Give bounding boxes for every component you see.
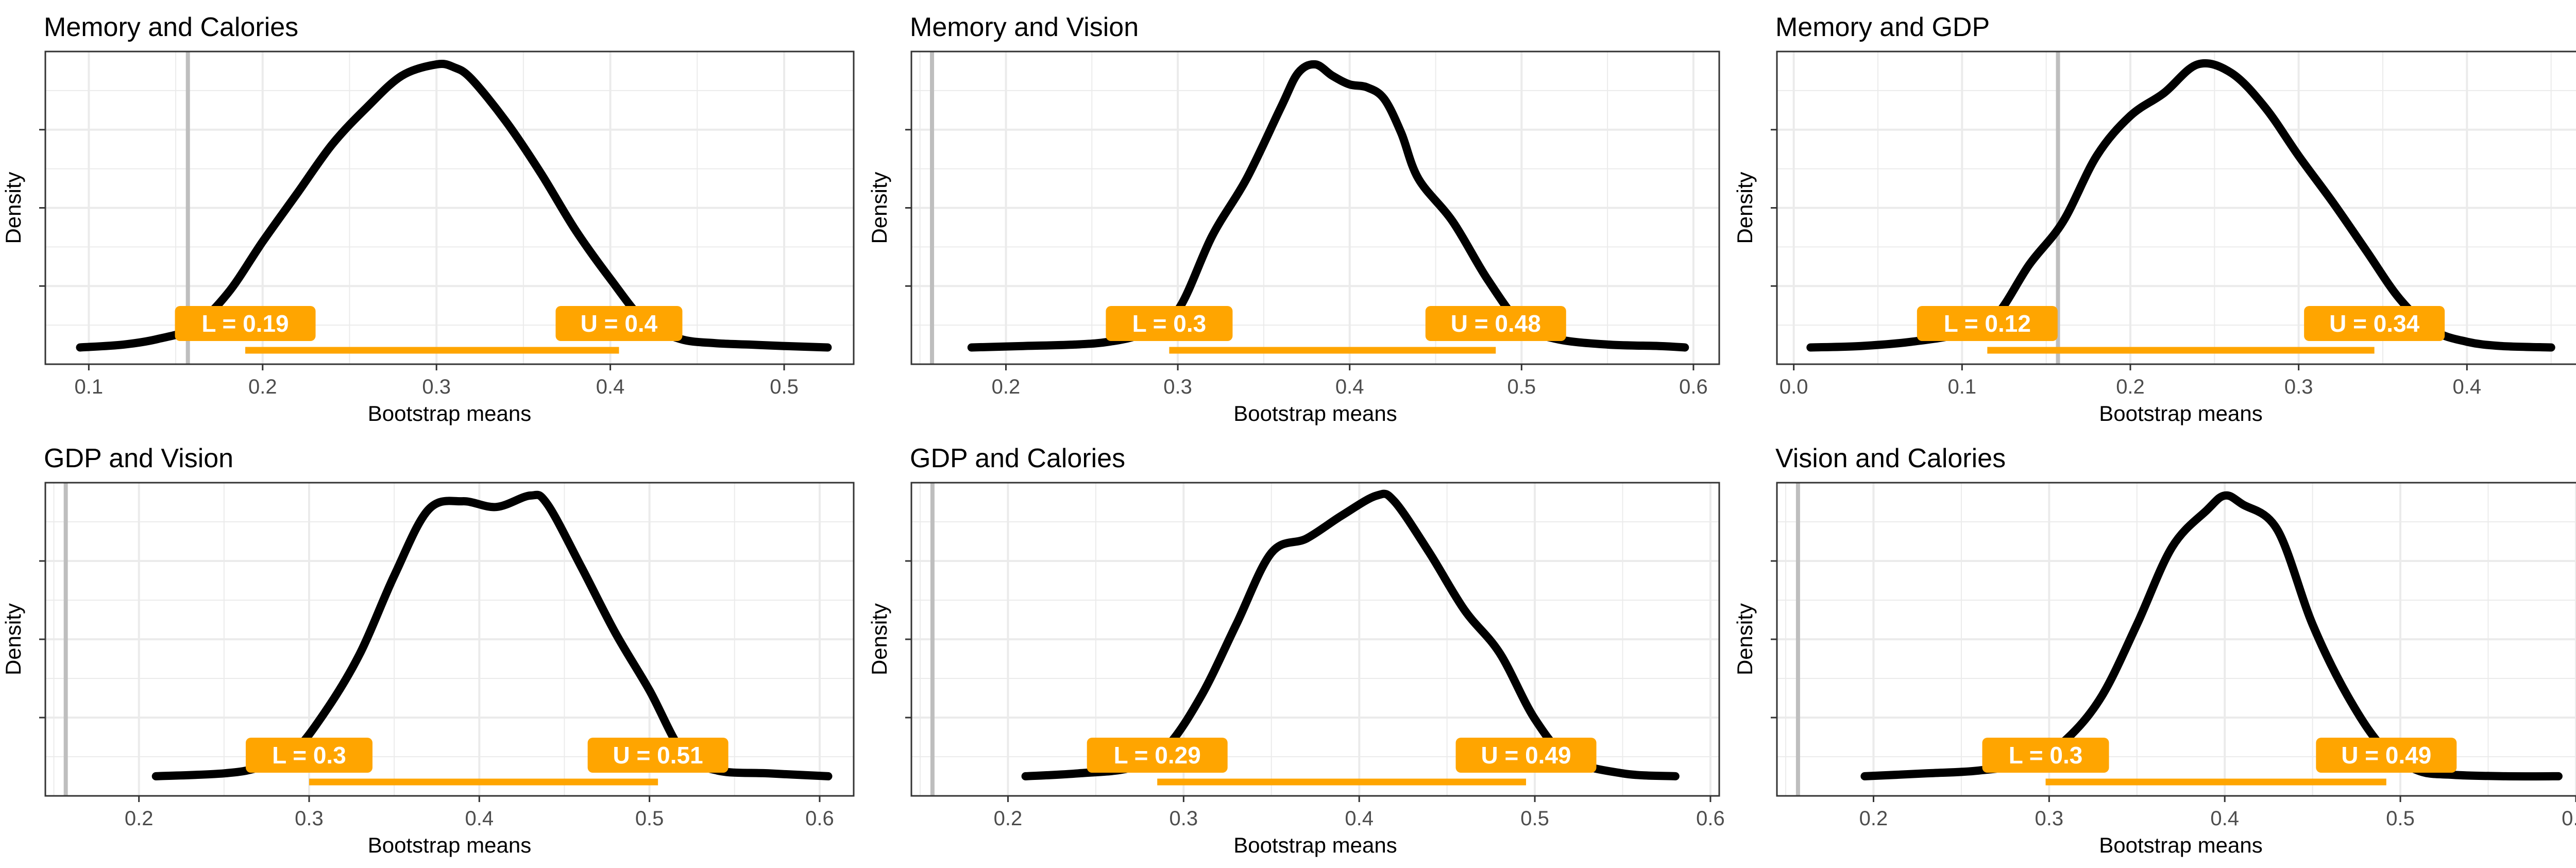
ci-upper-label: U = 0.4 xyxy=(555,306,683,341)
ci-upper-label: U = 0.51 xyxy=(587,738,728,773)
x-tick-label: 0.2 xyxy=(1859,807,1888,830)
x-tick-label: 0.5 xyxy=(770,376,799,398)
x-tick-label: 0.3 xyxy=(1170,807,1198,830)
ci-upper-label: U = 0.49 xyxy=(2316,738,2457,773)
panel-4: GDP and Vision L = 0.3 U = 0.51 0.2 0.3 0.4 0.… xyxy=(1,444,855,857)
x-tick-label: 0.0 xyxy=(1780,376,1808,398)
x-tick-label: 0.2 xyxy=(992,376,1021,398)
ci-lower-label-text: L = 0.12 xyxy=(1944,310,2031,337)
x-tick-label: 0.2 xyxy=(2116,376,2145,398)
x-tick-label: 0.1 xyxy=(1948,376,1977,398)
x-tick-label: 0.4 xyxy=(465,807,494,830)
panel-6: Vision and Calories L = 0.3 U = 0.49 0.2 0.3… xyxy=(1733,444,2576,857)
ci-lower-label-box xyxy=(245,738,372,773)
x-axis-label: Bootstrap means xyxy=(368,401,532,426)
panel-1: Memory and Calories L = 0.19 U = 0.4 0.1 0.2… xyxy=(1,12,855,426)
ci-lower-label-box xyxy=(175,306,316,341)
x-tick-label: 0.6 xyxy=(805,807,834,830)
y-axis-label: Density xyxy=(1,172,25,244)
x-tick-label: 0.5 xyxy=(2386,807,2415,830)
ci-upper-label-box xyxy=(2304,306,2445,341)
x-tick-label: 0.4 xyxy=(2453,376,2482,398)
x-tick-label: 0.6 xyxy=(1679,376,1708,398)
x-tick-label: 0.4 xyxy=(2210,807,2239,830)
x-tick-label: 0.3 xyxy=(1163,376,1192,398)
ci-upper-label-box xyxy=(1455,738,1597,773)
x-tick-label: 0.2 xyxy=(994,807,1023,830)
x-tick-label: 0.6 xyxy=(2562,807,2576,830)
panel-3: Memory and GDP L = 0.12 U = 0.34 0.0 0.1 0.2 0… xyxy=(1733,12,2576,426)
panel-title: Memory and Vision xyxy=(910,12,1139,42)
ci-upper-label-box xyxy=(1425,306,1566,341)
y-axis-label: Density xyxy=(1733,172,1757,244)
ci-lower-label: L = 0.29 xyxy=(1087,738,1228,773)
ci-lower-label: L = 0.12 xyxy=(1917,306,2058,341)
ci-lower-label-box xyxy=(1106,306,1233,341)
ci-upper-label: U = 0.34 xyxy=(2304,306,2445,341)
ci-upper-label: U = 0.48 xyxy=(1425,306,1566,341)
ci-lower-label: L = 0.3 xyxy=(1982,738,2109,773)
y-axis-label: Density xyxy=(1,603,25,675)
x-tick-label: 0.3 xyxy=(422,376,451,398)
panel-2: Memory and Vision L = 0.3 U = 0.48 0.2 0.3 0.… xyxy=(867,12,1720,426)
x-tick-label: 0.5 xyxy=(635,807,664,830)
x-axis-label: Bootstrap means xyxy=(2099,833,2263,857)
x-tick-label: 0.4 xyxy=(1345,807,1374,830)
ci-lower-label-text: L = 0.29 xyxy=(1114,742,1201,769)
panel-title: Memory and GDP xyxy=(1775,12,1990,42)
panel-title: GDP and Calories xyxy=(910,444,1125,473)
x-tick-label: 0.4 xyxy=(596,376,625,398)
x-tick-label: 0.2 xyxy=(248,376,277,398)
panel-title: Vision and Calories xyxy=(1775,444,2006,473)
ci-upper-label-text: U = 0.49 xyxy=(1481,742,1571,769)
ci-lower-label-box xyxy=(1087,738,1228,773)
x-axis-label: Bootstrap means xyxy=(368,833,532,857)
x-axis-label: Bootstrap means xyxy=(1233,833,1397,857)
x-tick-label: 0.4 xyxy=(1335,376,1364,398)
y-axis-label: Density xyxy=(867,172,891,244)
ci-upper-label-box xyxy=(587,738,728,773)
x-tick-label: 0.5 xyxy=(1507,376,1536,398)
x-tick-label: 0.3 xyxy=(2284,376,2313,398)
ci-upper-label-box xyxy=(2316,738,2457,773)
ci-upper-label-text: U = 0.51 xyxy=(613,742,703,769)
ci-lower-label-box xyxy=(1982,738,2109,773)
ci-upper-label-text: U = 0.49 xyxy=(2341,742,2431,769)
ci-upper-label: U = 0.49 xyxy=(1455,738,1597,773)
x-tick-label: 0.5 xyxy=(1520,807,1549,830)
ci-lower-label: L = 0.3 xyxy=(245,738,372,773)
y-axis-label: Density xyxy=(1733,603,1757,675)
ci-upper-label-text: U = 0.34 xyxy=(2329,310,2420,337)
ci-lower-label-text: L = 0.3 xyxy=(2009,742,2083,769)
x-tick-label: 0.2 xyxy=(125,807,154,830)
ci-upper-label-text: U = 0.4 xyxy=(581,310,658,337)
y-axis-label: Density xyxy=(867,603,891,675)
panel-5: GDP and Calories L = 0.29 U = 0.49 0.2 0.3 0.… xyxy=(867,444,1725,857)
ci-lower-label: L = 0.3 xyxy=(1106,306,1233,341)
density-curve xyxy=(76,60,832,352)
ci-lower-label-text: L = 0.3 xyxy=(1132,310,1207,337)
x-tick-label: 0.1 xyxy=(75,376,104,398)
ci-lower-label: L = 0.19 xyxy=(175,306,316,341)
panel-title: GDP and Vision xyxy=(44,444,233,473)
ci-lower-label-text: L = 0.3 xyxy=(272,742,346,769)
x-axis-label: Bootstrap means xyxy=(1233,401,1397,426)
ci-upper-label-text: U = 0.48 xyxy=(1451,310,1541,337)
x-axis-label: Bootstrap means xyxy=(2099,401,2263,426)
ci-lower-label-text: L = 0.19 xyxy=(201,310,289,337)
x-tick-label: 0.6 xyxy=(1696,807,1725,830)
ci-lower-label-box xyxy=(1917,306,2058,341)
panel-title: Memory and Calories xyxy=(44,12,298,42)
ci-upper-label-box xyxy=(555,306,683,341)
x-tick-label: 0.3 xyxy=(2035,807,2064,830)
x-tick-label: 0.3 xyxy=(295,807,324,830)
